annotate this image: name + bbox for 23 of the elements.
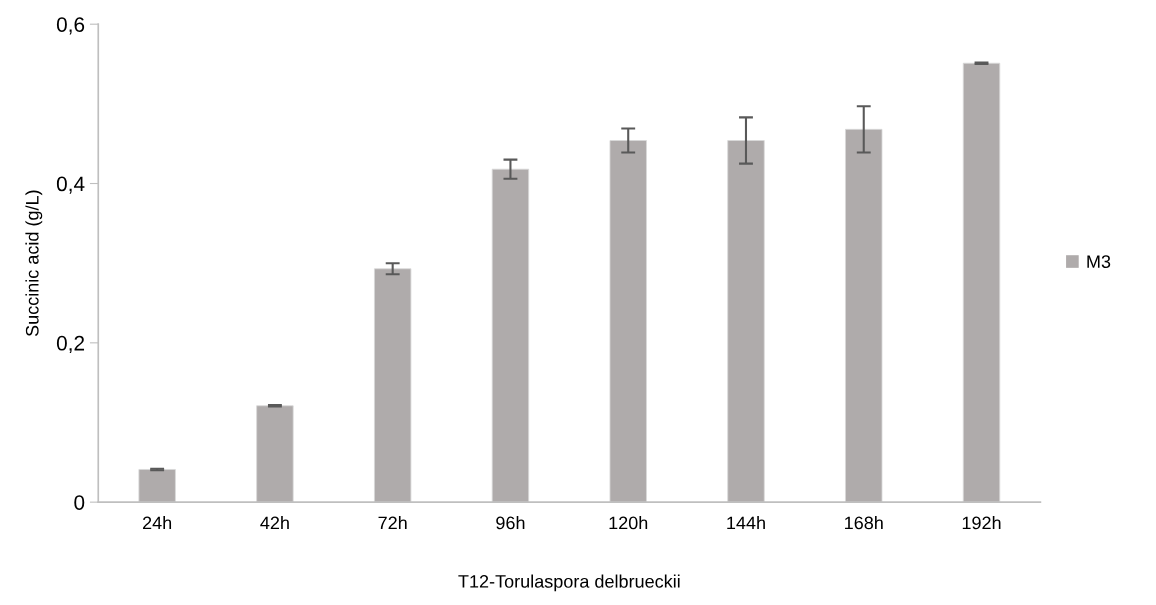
bar: [962, 62, 1001, 503]
bar: [374, 268, 412, 503]
x-tick-label: 144h: [727, 516, 765, 530]
bar: [727, 140, 765, 503]
legend-label: M3: [1087, 255, 1111, 269]
x-axis-title: T12-Torulaspora delbrueckii: [458, 574, 680, 592]
bar: [256, 405, 294, 503]
x-tick-label: 42h: [260, 516, 289, 530]
bar: [491, 168, 530, 503]
bar: [609, 140, 647, 503]
x-tick-label: 96h: [496, 516, 525, 530]
x-tick-label: 72h: [378, 516, 407, 530]
bar: [138, 469, 176, 503]
y-tick-label: 0,6: [56, 17, 85, 35]
x-tick-label: 192h: [962, 516, 1001, 530]
y-tick-label: 0,4: [56, 176, 85, 194]
y-tick-label: 0: [74, 495, 85, 510]
x-tick-label: 168h: [845, 516, 883, 530]
x-tick-label: 120h: [609, 516, 648, 530]
bar: [845, 128, 883, 503]
y-tick-label: 0,2: [56, 335, 85, 354]
x-tick-label: 24h: [142, 516, 172, 530]
y-axis-title: Succinic acid (g/L): [25, 190, 43, 337]
